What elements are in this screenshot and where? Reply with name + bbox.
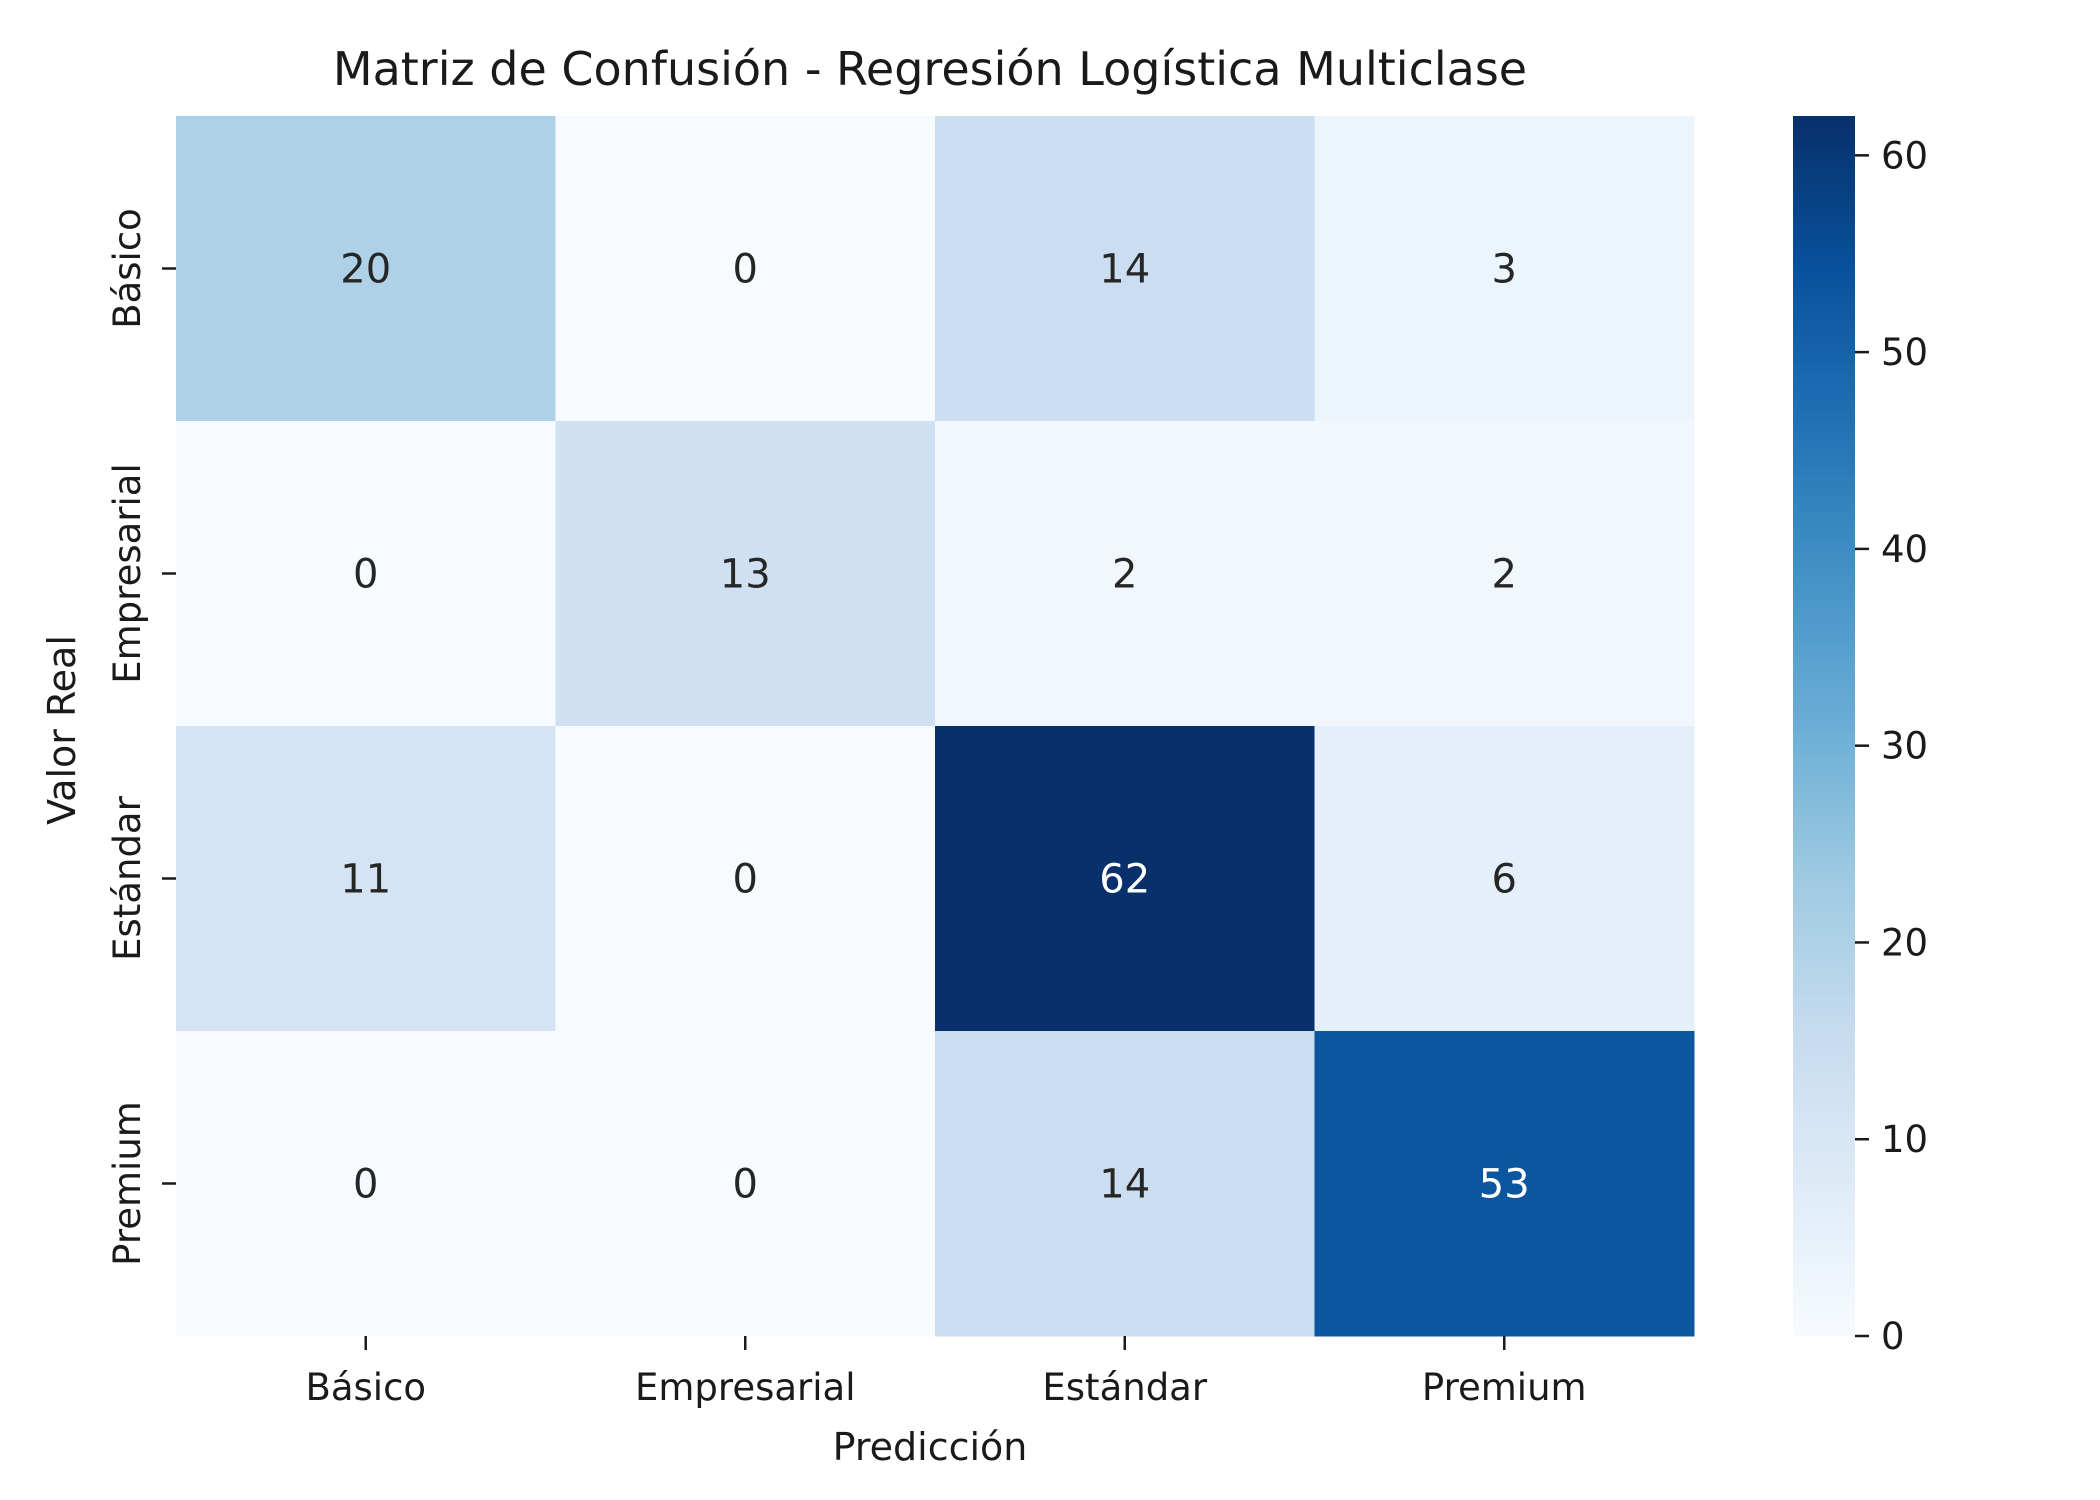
y-tick-label-estandar: Estándar — [106, 795, 149, 960]
y-axis-ticks: Básico Empresarial Estándar Premium — [106, 208, 176, 1266]
heatmap-cell-premium-basico — [176, 1031, 556, 1337]
heatmap-cell-estandar-estandar — [935, 726, 1315, 1032]
heatmap-cell-empresarial-empresarial — [555, 421, 936, 727]
x-tick-label-basico: Básico — [305, 1366, 426, 1409]
y-tick-label-basico: Básico — [106, 208, 149, 329]
cell-value-empresarial-premium: 2 — [1492, 552, 1517, 598]
colorbar-tick-label-30: 30 — [1881, 725, 1928, 768]
cell-value-basico-basico: 20 — [340, 247, 391, 293]
x-axis-label: Predicción — [833, 1425, 1028, 1469]
cell-value-estandar-basico: 11 — [340, 857, 391, 903]
x-tick-label-estandar: Estándar — [1042, 1366, 1207, 1409]
heatmap-cell-basico-basico — [176, 116, 556, 422]
heatmap-cell-premium-empresarial — [555, 1031, 936, 1337]
colorbar-tick-label-50: 50 — [1881, 331, 1928, 374]
colorbar-tick-label-60: 60 — [1881, 134, 1928, 177]
colorbar-tick-label-20: 20 — [1881, 921, 1928, 964]
y-tick-label-empresarial: Empresarial — [106, 463, 149, 683]
heatmap-cell-basico-estandar — [935, 116, 1315, 422]
cell-value-empresarial-basico: 0 — [353, 552, 378, 598]
heatmap-cell-premium-estandar — [935, 1031, 1315, 1337]
cell-value-empresarial-estandar: 2 — [1112, 552, 1137, 598]
heatmap-cell-estandar-basico — [176, 726, 556, 1032]
colorbar-gradient — [1793, 116, 1855, 1336]
cell-value-estandar-premium: 6 — [1492, 857, 1517, 903]
heatmap-cell-premium-premium — [1314, 1031, 1695, 1337]
cell-value-estandar-empresarial: 0 — [733, 857, 758, 903]
cell-value-basico-estandar: 14 — [1099, 247, 1150, 293]
cell-value-basico-empresarial: 0 — [733, 247, 758, 293]
y-axis-label: Valor Real — [40, 635, 84, 825]
colorbar-tick-label-0: 0 — [1881, 1315, 1905, 1358]
cell-value-premium-premium: 53 — [1479, 1162, 1530, 1208]
heatmap-cell-empresarial-premium — [1314, 421, 1695, 727]
heatmap-cell-empresarial-estandar — [935, 421, 1315, 727]
x-tick-label-empresarial: Empresarial — [635, 1366, 855, 1409]
cell-value-estandar-estandar: 62 — [1099, 857, 1150, 903]
x-tick-label-premium: Premium — [1422, 1366, 1587, 1409]
y-tick-label-premium: Premium — [106, 1101, 149, 1266]
heatmap-cell-labels: 20 0 14 30 13 2 211 0 62 60 0 14 53 — [340, 247, 1529, 1208]
colorbar-tick-label-40: 40 — [1881, 528, 1928, 571]
heatmap-cell-estandar-premium — [1314, 726, 1695, 1032]
cell-value-premium-basico: 0 — [353, 1162, 378, 1208]
colorbar: 0 10 20 30 40 50 60 — [1793, 116, 1928, 1358]
heatmap-cell-estandar-empresarial — [555, 726, 936, 1032]
x-axis-ticks: Básico Empresarial Estándar Premium — [305, 1336, 1587, 1409]
cell-value-premium-empresarial: 0 — [733, 1162, 758, 1208]
heatmap-cell-basico-premium — [1314, 116, 1695, 422]
cell-value-basico-premium: 3 — [1492, 247, 1517, 293]
heatmap-cells — [176, 116, 1695, 1337]
chart-title: Matriz de Confusión - Regresión Logístic… — [333, 42, 1527, 96]
heatmap-cell-basico-empresarial — [555, 116, 936, 422]
colorbar-tick-label-10: 10 — [1881, 1118, 1928, 1161]
cell-value-premium-estandar: 14 — [1099, 1162, 1150, 1208]
cell-value-empresarial-empresarial: 13 — [720, 552, 771, 598]
heatmap-cell-empresarial-basico — [176, 421, 556, 727]
